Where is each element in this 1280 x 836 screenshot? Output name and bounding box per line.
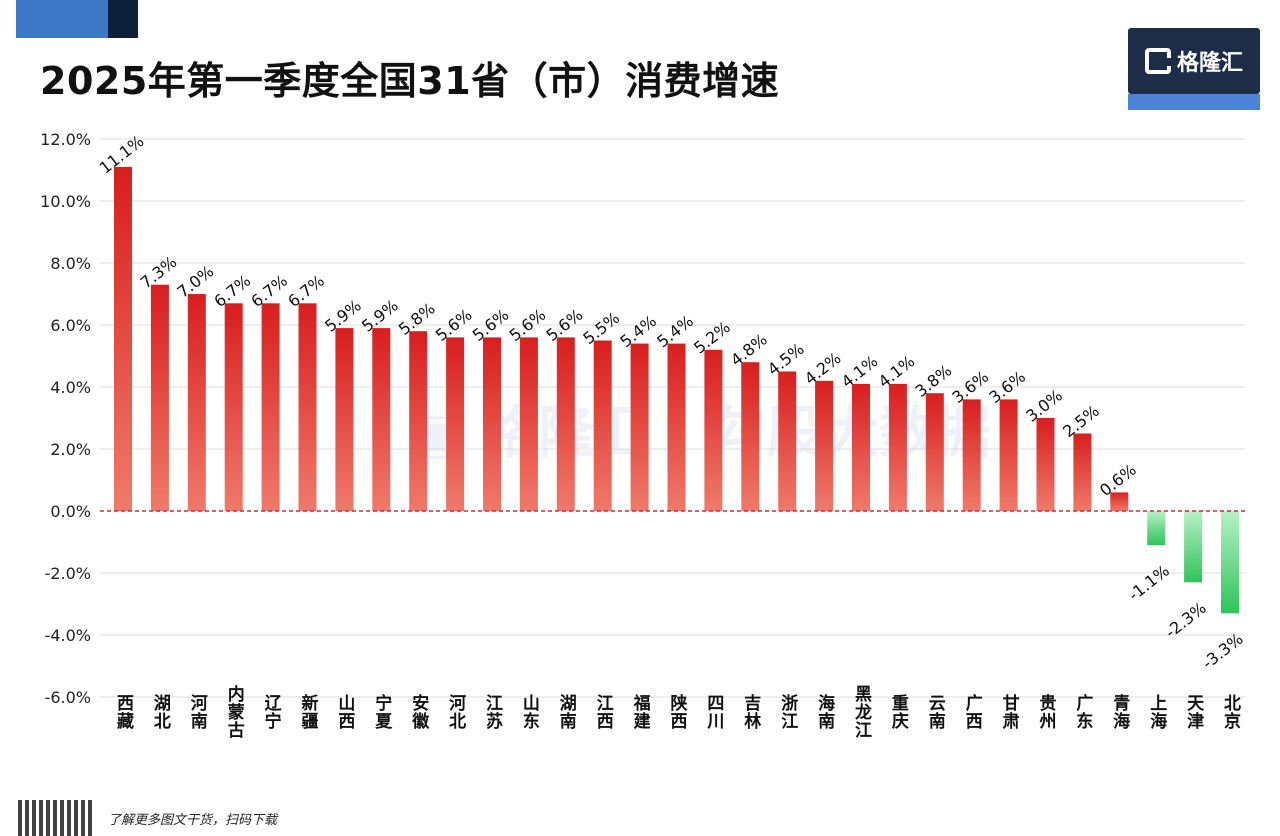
bar xyxy=(1110,492,1129,511)
bar xyxy=(446,337,465,511)
page-title: 2025年第一季度全国31省（市）消费增速 xyxy=(40,59,780,103)
header-accent-dark xyxy=(108,0,138,38)
bar xyxy=(1184,511,1203,583)
bar xyxy=(962,399,981,511)
x-tick-label: 宁夏 xyxy=(371,693,392,730)
bar xyxy=(1036,418,1055,511)
bar xyxy=(630,343,649,511)
x-tick-label: 海南 xyxy=(814,693,835,730)
bar xyxy=(888,383,907,511)
x-tick-label: 新疆 xyxy=(298,693,319,730)
bar xyxy=(261,303,280,511)
y-tick-label: 10.0% xyxy=(40,192,91,211)
data-label: -1.1% xyxy=(1125,561,1173,605)
x-tick-label: 山东 xyxy=(519,694,540,730)
x-tick-label: 河南 xyxy=(187,694,208,730)
bar xyxy=(409,331,428,511)
brand-g-icon xyxy=(1144,48,1171,74)
x-tick-label: 北京 xyxy=(1220,694,1241,730)
x-tick-label: 广东 xyxy=(1072,693,1093,730)
x-tick-label: 福建 xyxy=(630,693,652,730)
x-tick-label: 湖北 xyxy=(150,694,171,730)
bar xyxy=(224,303,243,511)
bar xyxy=(999,399,1018,511)
x-tick-label: 天津 xyxy=(1183,694,1204,730)
bar xyxy=(187,294,206,511)
bar xyxy=(1073,433,1092,511)
bar xyxy=(667,343,686,511)
y-tick-label: 12.0% xyxy=(40,130,91,149)
x-tick-label: 黑龙江 xyxy=(851,685,873,739)
y-tick-label: -6.0% xyxy=(45,688,91,707)
footer: 了解更多图文干货，扫码下载 xyxy=(18,800,277,836)
header-accent-bar xyxy=(16,0,108,38)
bar xyxy=(704,349,723,511)
x-tick-label: 湖南 xyxy=(556,694,577,730)
y-tick-label: 6.0% xyxy=(50,316,91,335)
x-tick-label: 青海 xyxy=(1109,693,1130,730)
y-tick-label: -4.0% xyxy=(45,626,91,645)
x-tick-label: 上海 xyxy=(1146,694,1167,730)
bar xyxy=(741,362,760,511)
bar xyxy=(1221,511,1239,614)
y-tick-label: 0.0% xyxy=(50,502,91,521)
bar xyxy=(298,303,317,511)
x-tick-label: 安徽 xyxy=(408,693,430,730)
data-label: -3.3% xyxy=(1198,629,1246,673)
x-tick-label: 广西 xyxy=(962,693,983,730)
y-tick-label: -2.0% xyxy=(45,564,91,583)
brand-logo-text: 格隆汇 xyxy=(1176,51,1243,76)
y-tick-label: 8.0% xyxy=(50,254,91,273)
x-tick-label: 西藏 xyxy=(113,694,134,730)
x-tick-label: 内蒙古 xyxy=(224,684,245,739)
x-tick-label: 江苏 xyxy=(482,694,503,730)
bar xyxy=(372,328,391,511)
y-tick-label: 4.0% xyxy=(50,378,91,397)
bar xyxy=(852,383,870,511)
x-tick-label: 甘肃 xyxy=(999,693,1020,730)
bar-chart: 12.0% 10.0% 8.0% 6.0% 4.0% 2.0% 0.0% -2.0% -4.0%… xyxy=(40,130,1247,739)
bar xyxy=(1147,511,1166,546)
bar xyxy=(815,380,834,511)
footer-text: 了解更多图文干货，扫码下载 xyxy=(108,812,278,828)
x-tick-label: 浙江 xyxy=(777,693,798,730)
x-tick-label: 吉林 xyxy=(740,694,761,730)
y-tick-label: 2.0% xyxy=(50,440,91,459)
x-tick-label: 陕西 xyxy=(667,693,688,730)
bar xyxy=(483,337,501,511)
bar xyxy=(150,284,169,511)
x-tick-label: 四川 xyxy=(703,694,725,730)
bar xyxy=(335,328,354,511)
x-tick-label: 贵州 xyxy=(1036,693,1058,730)
qr-code-icon[interactable] xyxy=(18,800,94,836)
bar xyxy=(556,337,575,511)
x-tick-label: 河北 xyxy=(445,694,466,730)
bar xyxy=(519,337,538,511)
bar xyxy=(778,371,797,511)
x-tick-label: 辽宁 xyxy=(261,694,282,730)
bar xyxy=(114,166,132,511)
x-tick-label: 云南 xyxy=(925,694,946,730)
brand-logo-strip xyxy=(1128,94,1260,110)
brand-logo: 格隆汇 xyxy=(1128,28,1260,94)
x-tick-label: 山西 xyxy=(334,694,355,730)
bar xyxy=(593,340,612,511)
bar xyxy=(925,393,944,511)
x-tick-label: 江西 xyxy=(593,694,614,730)
x-tick-label: 重庆 xyxy=(888,693,909,730)
